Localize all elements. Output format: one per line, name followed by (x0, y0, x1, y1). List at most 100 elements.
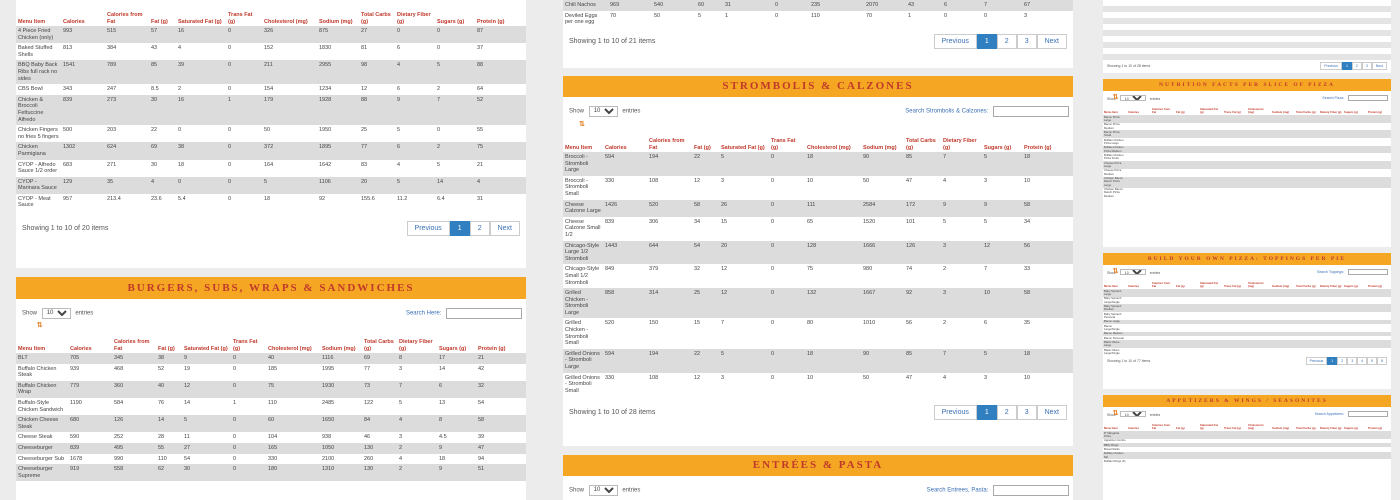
column-header[interactable]: Calories (1128, 110, 1140, 115)
column-header[interactable]: Fat (g) (1176, 110, 1185, 115)
column-header[interactable]: Cholesterol (mg) (264, 18, 308, 25)
column-header[interactable]: Protein (g) (478, 345, 506, 352)
column-header[interactable]: Menu Item (16, 322, 68, 353)
column-header[interactable]: Sugars (g) (1344, 426, 1358, 431)
search-input[interactable] (993, 105, 1069, 117)
column-header[interactable]: Total Carbs (g) (361, 12, 391, 25)
pager-page-button[interactable]: 3 (1016, 34, 1037, 50)
pager-page-button[interactable]: 3 (1361, 61, 1372, 70)
entries-select[interactable]: 10 (588, 484, 618, 496)
pager-previous-button[interactable]: Previous (933, 34, 977, 50)
column-header[interactable]: Trans Fat (g) (1224, 426, 1241, 431)
pager-page-button[interactable]: 3 (1347, 357, 1358, 366)
column-header[interactable]: Dietary Fiber (g) (1320, 284, 1342, 289)
pager-page-button[interactable]: 1 (1341, 61, 1352, 70)
pager-page-button[interactable]: 2 (1337, 357, 1348, 366)
column-header[interactable]: Trans Fat (g) (233, 339, 258, 352)
pager-page-button[interactable]: 2 (1351, 61, 1362, 70)
pager-page-button[interactable]: 4 (1357, 357, 1368, 366)
column-header[interactable]: Total Carbs (g) (906, 138, 936, 151)
column-header[interactable]: Sodium (mg) (863, 144, 897, 151)
pager-previous-button[interactable]: Previous (1320, 61, 1342, 70)
column-header[interactable]: Calories from Fat (114, 339, 150, 352)
pager-page-button[interactable]: 3 (1016, 404, 1037, 420)
column-header[interactable]: Dietary Fiber (g) (1320, 426, 1342, 431)
pager-page-button[interactable]: 5 (1367, 357, 1378, 366)
column-header[interactable]: Saturated Fat (g) (184, 345, 228, 352)
column-header[interactable]: Calories from Fat (649, 138, 685, 151)
column-header[interactable]: Trans Fat (g) (1224, 110, 1241, 115)
pager-next-button[interactable]: Next (1371, 61, 1387, 70)
column-header[interactable]: Menu Item (1103, 94, 1127, 115)
column-header[interactable]: Protein (g) (1368, 284, 1382, 289)
pager-page-button[interactable]: 1 (1327, 357, 1338, 366)
pager-previous-button[interactable]: Previous (406, 220, 450, 236)
column-header[interactable]: Cholesterol (mg) (807, 144, 851, 151)
column-header[interactable]: Saturated Fat (g) (721, 144, 765, 151)
entries-select[interactable]: 10 (588, 105, 618, 117)
pager-next-button[interactable]: Next (1036, 34, 1067, 50)
column-header[interactable]: Trans Fat (g) (771, 138, 796, 151)
entries-select[interactable]: 10 (1119, 268, 1146, 275)
column-header[interactable]: Calories from Fat (1152, 107, 1171, 115)
column-header[interactable]: Sodium (mg) (322, 345, 356, 352)
pager-page-button[interactable]: 1 (449, 220, 470, 236)
pager-page-button[interactable]: 2 (996, 34, 1017, 50)
pager-next-button[interactable]: Next (489, 220, 520, 236)
search-input[interactable] (1348, 410, 1388, 417)
entries-select[interactable]: 10 (1119, 410, 1146, 417)
pager-next-button[interactable]: Next (1036, 404, 1067, 420)
column-header[interactable]: Cholesterol (mg) (1248, 107, 1264, 115)
pager-page-button[interactable]: 1 (976, 404, 997, 420)
column-header[interactable]: Calories (605, 144, 627, 151)
column-header[interactable]: Cholesterol (mg) (268, 345, 312, 352)
column-header[interactable]: Menu Item (1103, 410, 1127, 431)
column-header[interactable]: Fat (g) (151, 18, 168, 25)
pager-previous-button[interactable]: Previous (933, 404, 977, 420)
entries-select[interactable]: 10 (1119, 94, 1146, 101)
column-header[interactable]: Cholesterol (mg) (1248, 423, 1264, 431)
column-header[interactable]: Menu Item (1103, 268, 1127, 289)
column-header[interactable]: Trans Fat (g) (228, 12, 253, 25)
column-header[interactable]: Protein (g) (477, 18, 505, 25)
column-header[interactable]: Sugars (g) (984, 144, 1012, 151)
column-header[interactable]: Sodium (mg) (1272, 284, 1290, 289)
column-header[interactable]: Fat (g) (158, 345, 175, 352)
search-input[interactable] (1348, 94, 1388, 101)
column-header[interactable]: Sugars (g) (437, 18, 465, 25)
column-header[interactable]: Total Carbs (g) (1296, 110, 1316, 115)
pager-previous-button[interactable]: Previous (1305, 357, 1328, 366)
column-header[interactable]: Fat (g) (1176, 426, 1185, 431)
column-header[interactable]: Total Carbs (g) (1296, 284, 1316, 289)
column-header[interactable]: Dietary Fiber (g) (399, 339, 433, 352)
search-input[interactable] (446, 307, 522, 319)
column-header[interactable]: Calories (1128, 284, 1140, 289)
column-header[interactable]: Menu Item (563, 121, 603, 152)
column-header[interactable]: Total Carbs (g) (364, 339, 394, 352)
column-header[interactable]: Fat (g) (694, 144, 711, 151)
column-header[interactable]: Total Carbs (g) (1296, 426, 1316, 431)
column-header[interactable]: Cholesterol (mg) (1248, 281, 1264, 289)
search-input[interactable] (993, 484, 1069, 496)
column-header[interactable]: Sugars (g) (1344, 110, 1358, 115)
column-header[interactable]: Dietary Fiber (g) (397, 12, 431, 25)
column-header[interactable]: Protein (g) (1368, 110, 1382, 115)
column-header[interactable]: Protein (g) (1368, 426, 1382, 431)
pager-page-button[interactable]: 2 (469, 220, 490, 236)
column-header[interactable]: Sodium (mg) (1272, 110, 1290, 115)
column-header[interactable]: Fat (g) (1176, 284, 1185, 289)
column-header[interactable]: Sugars (g) (1344, 284, 1358, 289)
column-header[interactable]: Protein (g) (1024, 144, 1052, 151)
column-header[interactable]: Dietary Fiber (g) (943, 138, 977, 151)
column-header[interactable]: Trans Fat (g) (1224, 284, 1241, 289)
column-header[interactable]: Sugars (g) (439, 345, 467, 352)
column-header[interactable]: Calories (70, 345, 92, 352)
pager-page-button[interactable]: 2 (996, 404, 1017, 420)
entries-select[interactable]: 10 (41, 307, 71, 319)
column-header[interactable]: Dietary Fiber (g) (1320, 110, 1342, 115)
column-header[interactable]: Saturated Fat (g) (1200, 107, 1218, 115)
column-header[interactable]: Calories from Fat (1152, 423, 1171, 431)
column-header[interactable]: Saturated Fat (g) (1200, 281, 1218, 289)
column-header[interactable]: Calories (1128, 426, 1140, 431)
pager-page-button[interactable]: 1 (976, 34, 997, 50)
